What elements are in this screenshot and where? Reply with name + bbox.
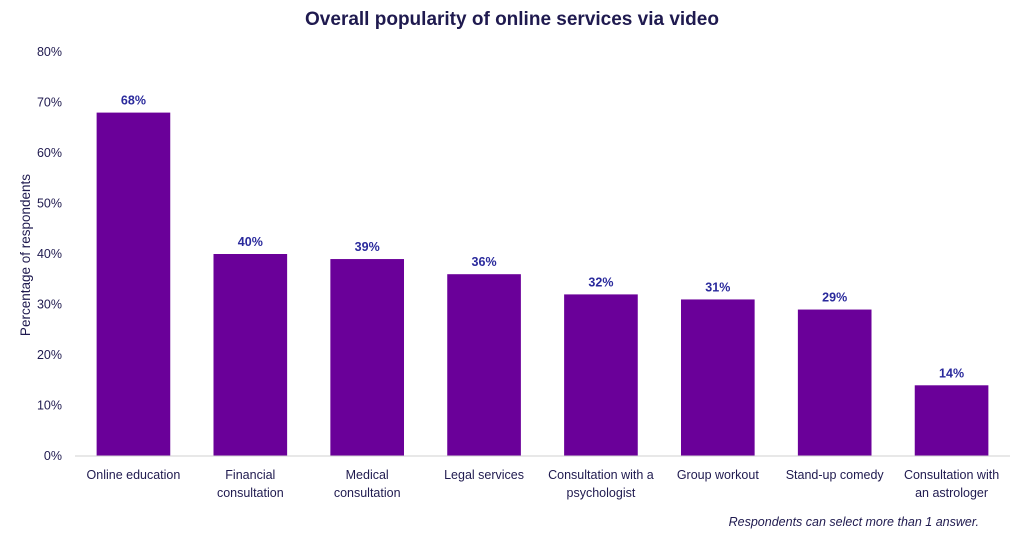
y-tick-label: 40% <box>37 247 62 261</box>
y-tick-label: 70% <box>37 96 62 110</box>
bar <box>914 385 989 456</box>
category-label: Consultation with a psychologist <box>548 468 654 500</box>
bar <box>564 294 638 456</box>
category-label: Financial consultation <box>217 468 284 500</box>
category-label: Online education <box>87 468 181 482</box>
category-label: Group workout <box>677 468 760 482</box>
y-tick-label: 80% <box>37 45 62 59</box>
bar <box>680 299 755 456</box>
y-tick-label: 60% <box>37 146 62 160</box>
category-label: Medical consultation <box>334 468 401 500</box>
category-label: Consultation with an astrologer <box>904 468 999 500</box>
y-tick-label: 20% <box>37 348 62 362</box>
footnote: Respondents can select more than 1 answe… <box>729 515 979 529</box>
data-label: 29% <box>822 291 847 305</box>
data-label: 68% <box>121 94 146 108</box>
bar <box>447 274 521 456</box>
category-label: Stand-up comedy <box>786 468 885 482</box>
category-labels: Online education Financial consultation Med… <box>87 468 1000 500</box>
bar <box>797 309 872 456</box>
bars <box>96 112 989 456</box>
data-label: 39% <box>355 240 380 254</box>
y-tick-label: 10% <box>37 399 62 413</box>
bar <box>330 259 405 456</box>
bar <box>213 254 288 456</box>
y-tick-label: 30% <box>37 298 62 312</box>
data-label: 40% <box>238 235 263 249</box>
data-label: 32% <box>588 275 613 289</box>
y-tick-label: 50% <box>37 197 62 211</box>
y-axis-label: Percentage of respondents <box>18 174 33 336</box>
data-label: 31% <box>705 280 730 294</box>
y-axis-ticks: 0% 10% 20% 30% 40% 50% 60% 70% 80% <box>37 45 62 463</box>
y-tick-label: 0% <box>44 449 62 463</box>
data-labels: 68% 40% 39% 36% 32% 31% 29% 14% <box>121 94 964 381</box>
data-label: 36% <box>472 255 497 269</box>
category-label: Legal services <box>444 468 524 482</box>
bar <box>96 112 171 456</box>
chart-title: Overall popularity of online services vi… <box>305 9 719 30</box>
data-label: 14% <box>939 366 964 380</box>
